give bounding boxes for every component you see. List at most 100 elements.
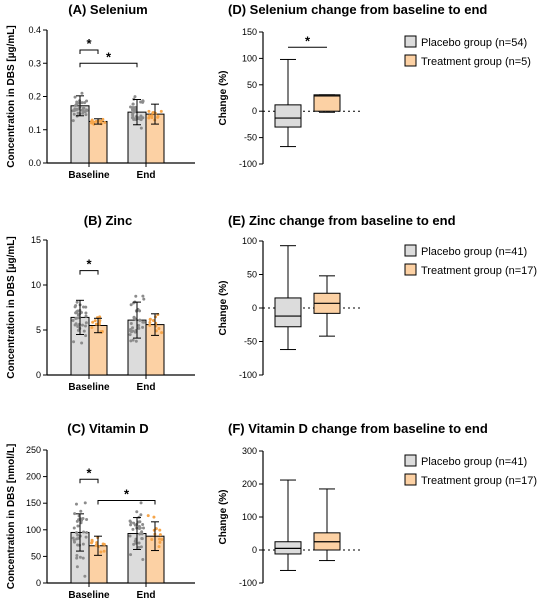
data-point: [134, 339, 138, 343]
data-point: [135, 510, 139, 514]
data-point: [129, 339, 133, 343]
data-point: [159, 109, 163, 113]
box: [274, 104, 302, 128]
data-point: [84, 311, 88, 315]
data-point: [75, 100, 79, 104]
data-point: [71, 536, 75, 540]
y-tick-label: 0.0: [28, 158, 41, 168]
data-point: [75, 531, 79, 535]
box-panel-f: (F) Vitamin D change from baseline to en…: [218, 421, 537, 588]
data-point: [141, 116, 145, 120]
data-point: [90, 326, 94, 330]
data-point: [137, 545, 141, 549]
data-point: [75, 300, 79, 304]
data-point: [84, 535, 88, 539]
panel-title: (E) Zinc change from baseline to end: [228, 213, 456, 228]
y-tick-label: 100: [26, 525, 41, 535]
data-point: [78, 555, 82, 559]
data-point: [132, 542, 136, 546]
category-label: Baseline: [68, 590, 110, 601]
data-point: [131, 116, 135, 120]
data-point: [160, 331, 164, 335]
data-point: [130, 330, 134, 334]
data-point: [160, 537, 164, 541]
data-point: [142, 320, 146, 324]
legend-label: Treatment group (n=17): [421, 265, 537, 277]
data-point: [85, 517, 89, 521]
data-point: [75, 519, 79, 523]
data-point: [84, 321, 88, 325]
data-point: [128, 519, 132, 523]
data-point: [128, 534, 132, 538]
data-point: [73, 512, 77, 516]
box: [274, 297, 302, 328]
data-point: [128, 327, 132, 331]
category-label: End: [137, 590, 156, 601]
bar-panel-a: (A) Selenium Concentration in DBS [µg/mL]…: [6, 2, 195, 181]
data-point: [131, 113, 135, 117]
data-point: [157, 545, 161, 549]
legend-swatch: [404, 263, 417, 276]
y-axis-label: Change (%): [218, 281, 229, 336]
y-tick-label: -100: [239, 159, 257, 169]
y-tick-label: 5: [36, 325, 41, 335]
data-point: [137, 323, 141, 327]
data-point: [82, 305, 86, 309]
data-point: [151, 111, 155, 115]
data-point: [85, 108, 89, 112]
data-point: [98, 315, 102, 319]
y-tick-label: 15: [31, 235, 41, 245]
data-point: [84, 314, 88, 318]
y-axis-label: Concentration in DBS [µg/mL]: [6, 236, 17, 378]
data-point: [102, 549, 106, 553]
box: [313, 94, 341, 112]
y-tick-label: 200: [242, 479, 257, 489]
y-tick-label: 50: [31, 551, 41, 561]
data-point: [131, 105, 135, 109]
legend-swatch: [404, 244, 417, 257]
data-point: [147, 109, 151, 113]
panel-title: (D) Selenium change from baseline to end: [228, 2, 487, 17]
data-point: [141, 557, 145, 561]
data-point: [98, 320, 102, 324]
significance-star: *: [305, 33, 311, 48]
data-point: [72, 112, 76, 116]
data-point: [130, 108, 134, 112]
bar-panel-b: (B) Zinc Concentration in DBS [µg/mL] 0 5 10…: [6, 213, 195, 393]
y-tick-label: 0.3: [28, 58, 41, 68]
data-point: [94, 119, 98, 123]
y-tick-label: 200: [26, 472, 41, 482]
y-axis-label: Change (%): [218, 490, 229, 545]
data-point: [133, 105, 137, 109]
y-tick-label: 50: [247, 80, 257, 90]
category-label: End: [137, 382, 156, 393]
data-point: [76, 533, 80, 537]
legend-swatch: [404, 35, 417, 48]
legend-label: Treatment group (n=17): [421, 475, 537, 487]
significance-bracket: [97, 500, 156, 505]
data-point: [76, 325, 80, 329]
data-point: [85, 530, 89, 534]
data-point: [82, 530, 86, 534]
category-label: Baseline: [68, 382, 110, 393]
data-point: [131, 338, 135, 342]
data-point: [76, 524, 80, 528]
box-panel-d: (D) Selenium change from baseline to end…: [218, 2, 531, 169]
data-point: [129, 553, 133, 557]
y-tick-label: 100: [242, 53, 257, 63]
y-tick-label: 0: [36, 370, 41, 380]
y-axis-label: Concentration in DBS [µg/mL]: [6, 25, 17, 167]
data-point: [80, 91, 84, 95]
data-point: [90, 541, 94, 545]
data-point: [156, 115, 160, 119]
data-point: [152, 515, 156, 519]
data-point: [158, 533, 162, 537]
data-point: [158, 528, 162, 532]
data-point: [129, 322, 133, 326]
y-tick-label: 150: [26, 498, 41, 508]
y-axis-label: Concentration in DBS [nmol/L]: [6, 444, 17, 590]
data-point: [93, 319, 97, 323]
data-point: [74, 502, 78, 506]
data-point: [74, 103, 78, 107]
